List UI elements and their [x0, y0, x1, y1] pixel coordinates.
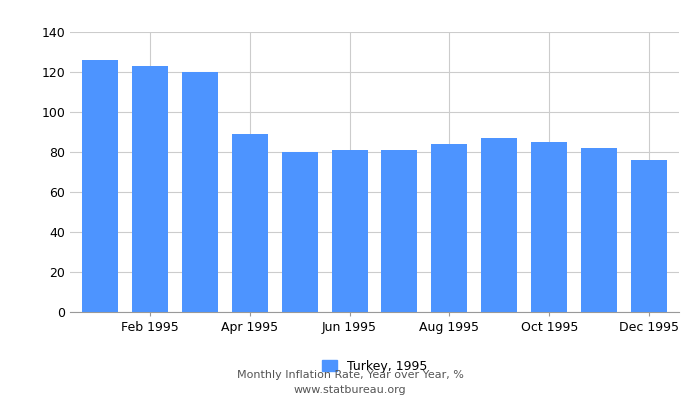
Bar [382, 150, 417, 312]
Legend: Turkey, 1995: Turkey, 1995 [317, 355, 432, 378]
Bar [531, 142, 567, 312]
Bar [631, 160, 667, 312]
Bar [232, 134, 267, 312]
Bar [431, 144, 468, 312]
Bar [82, 60, 118, 312]
Bar [482, 138, 517, 312]
Bar [332, 150, 368, 312]
Bar [581, 148, 617, 312]
Bar [182, 72, 218, 312]
Bar [281, 152, 318, 312]
Text: www.statbureau.org: www.statbureau.org [294, 385, 406, 395]
Text: Monthly Inflation Rate, Year over Year, %: Monthly Inflation Rate, Year over Year, … [237, 370, 463, 380]
Bar [132, 66, 168, 312]
